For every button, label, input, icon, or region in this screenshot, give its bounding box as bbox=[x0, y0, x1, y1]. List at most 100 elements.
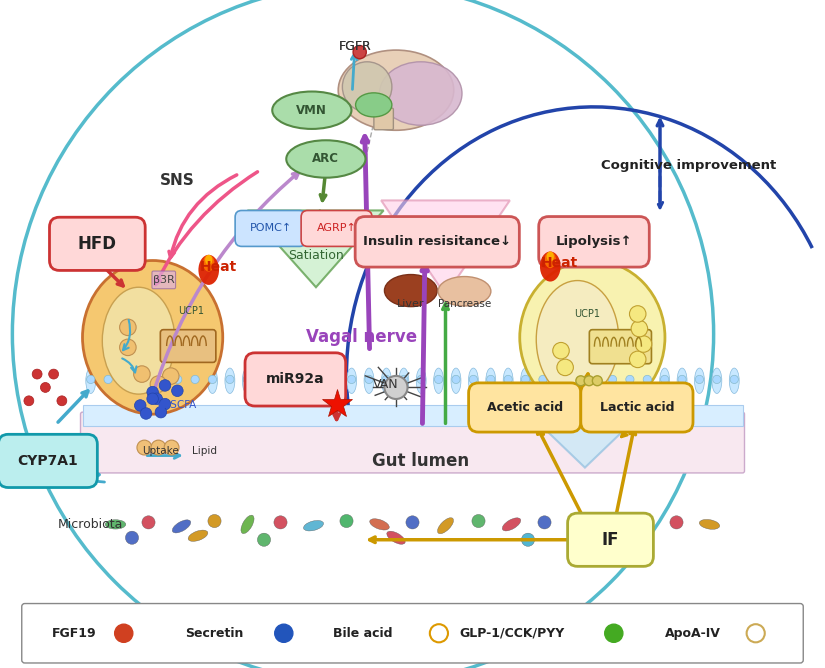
Text: Satiation: Satiation bbox=[288, 248, 344, 262]
Circle shape bbox=[605, 624, 623, 643]
FancyBboxPatch shape bbox=[539, 216, 649, 267]
Text: Lactic acid: Lactic acid bbox=[600, 401, 674, 414]
Circle shape bbox=[504, 375, 512, 383]
Ellipse shape bbox=[346, 368, 356, 393]
Text: Heat: Heat bbox=[540, 256, 578, 269]
Circle shape bbox=[435, 375, 443, 383]
FancyBboxPatch shape bbox=[152, 271, 176, 289]
Text: UCP1: UCP1 bbox=[178, 306, 205, 315]
Circle shape bbox=[156, 375, 164, 383]
Ellipse shape bbox=[521, 368, 530, 393]
Circle shape bbox=[278, 375, 286, 383]
Text: ApoA-IV: ApoA-IV bbox=[665, 627, 721, 640]
Ellipse shape bbox=[540, 252, 561, 282]
Circle shape bbox=[159, 379, 171, 391]
Circle shape bbox=[159, 398, 171, 410]
Text: ARC: ARC bbox=[313, 152, 339, 166]
Circle shape bbox=[629, 306, 646, 322]
Text: Vagal nerve: Vagal nerve bbox=[306, 329, 417, 346]
Ellipse shape bbox=[190, 368, 200, 393]
Circle shape bbox=[137, 440, 152, 455]
Ellipse shape bbox=[155, 368, 165, 393]
Circle shape bbox=[487, 375, 495, 383]
Circle shape bbox=[151, 440, 166, 455]
Circle shape bbox=[150, 376, 167, 392]
FancyBboxPatch shape bbox=[0, 434, 97, 488]
Ellipse shape bbox=[398, 368, 408, 393]
FancyBboxPatch shape bbox=[374, 108, 394, 130]
Ellipse shape bbox=[86, 368, 96, 393]
FancyBboxPatch shape bbox=[589, 330, 652, 363]
Text: VMN: VMN bbox=[296, 104, 328, 117]
Text: Uptake: Uptake bbox=[143, 446, 179, 456]
Circle shape bbox=[340, 514, 353, 528]
Circle shape bbox=[384, 376, 408, 399]
Ellipse shape bbox=[544, 252, 556, 269]
Ellipse shape bbox=[370, 519, 389, 530]
Text: Bile acid: Bile acid bbox=[333, 627, 393, 640]
Circle shape bbox=[608, 375, 616, 383]
Circle shape bbox=[121, 375, 130, 383]
Ellipse shape bbox=[437, 518, 454, 534]
Text: FGFR: FGFR bbox=[338, 40, 371, 53]
Circle shape bbox=[695, 375, 704, 383]
Circle shape bbox=[626, 375, 634, 383]
Circle shape bbox=[730, 375, 738, 383]
Circle shape bbox=[406, 516, 419, 529]
Ellipse shape bbox=[637, 515, 650, 534]
Ellipse shape bbox=[172, 368, 182, 393]
Ellipse shape bbox=[205, 255, 212, 265]
Circle shape bbox=[472, 514, 485, 528]
FancyBboxPatch shape bbox=[356, 216, 520, 267]
FancyBboxPatch shape bbox=[160, 330, 216, 362]
Polygon shape bbox=[381, 200, 510, 295]
Circle shape bbox=[330, 375, 338, 383]
Text: AGRP↑: AGRP↑ bbox=[317, 224, 356, 233]
Circle shape bbox=[295, 375, 304, 383]
Ellipse shape bbox=[607, 368, 617, 393]
Circle shape bbox=[539, 375, 547, 383]
Circle shape bbox=[191, 375, 199, 383]
Text: Cognitive improvement: Cognitive improvement bbox=[601, 159, 776, 172]
Ellipse shape bbox=[120, 368, 130, 393]
Ellipse shape bbox=[486, 368, 496, 393]
FancyBboxPatch shape bbox=[301, 210, 372, 246]
Circle shape bbox=[452, 375, 460, 383]
Circle shape bbox=[243, 375, 252, 383]
Circle shape bbox=[151, 393, 163, 405]
Circle shape bbox=[678, 375, 686, 383]
Ellipse shape bbox=[384, 275, 437, 307]
FancyBboxPatch shape bbox=[581, 383, 693, 432]
Ellipse shape bbox=[198, 255, 219, 285]
Circle shape bbox=[87, 375, 95, 383]
Circle shape bbox=[134, 366, 150, 382]
Circle shape bbox=[139, 375, 147, 383]
Ellipse shape bbox=[364, 368, 374, 393]
Circle shape bbox=[577, 383, 587, 392]
Circle shape bbox=[661, 375, 669, 383]
Text: miR92a: miR92a bbox=[266, 373, 325, 386]
Ellipse shape bbox=[573, 368, 582, 393]
Ellipse shape bbox=[451, 368, 461, 393]
FancyBboxPatch shape bbox=[245, 353, 346, 406]
Ellipse shape bbox=[188, 530, 208, 541]
Text: Microbiota: Microbiota bbox=[58, 518, 124, 531]
Ellipse shape bbox=[555, 368, 565, 393]
Ellipse shape bbox=[536, 281, 619, 398]
Circle shape bbox=[134, 399, 146, 411]
Circle shape bbox=[573, 375, 582, 383]
Ellipse shape bbox=[538, 368, 548, 393]
Ellipse shape bbox=[106, 520, 126, 529]
Ellipse shape bbox=[695, 368, 705, 393]
Ellipse shape bbox=[568, 520, 587, 531]
Ellipse shape bbox=[277, 368, 287, 393]
Ellipse shape bbox=[102, 287, 175, 394]
Circle shape bbox=[556, 375, 564, 383]
Text: Lipid: Lipid bbox=[192, 446, 217, 456]
FancyBboxPatch shape bbox=[50, 217, 145, 271]
Circle shape bbox=[147, 393, 158, 405]
Circle shape bbox=[592, 376, 602, 385]
Circle shape bbox=[257, 533, 271, 546]
Text: FGF19: FGF19 bbox=[52, 627, 97, 640]
Circle shape bbox=[155, 406, 167, 418]
